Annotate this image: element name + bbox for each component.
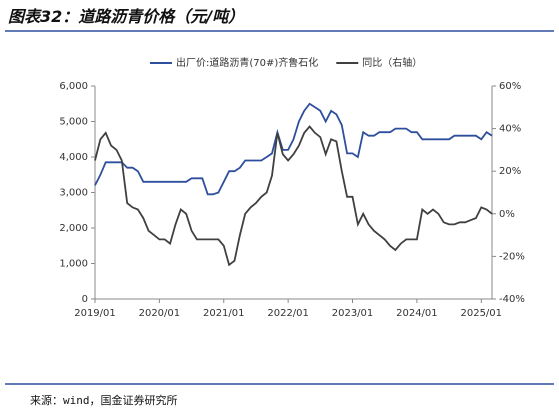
- source: 来源：wind，国金证券研究所: [30, 393, 178, 407]
- y-tick-label: 1,000: [59, 259, 88, 270]
- x-tick-label: 2021/01: [203, 308, 245, 319]
- legend-label: 出厂价:道路沥青(70#)齐鲁石化: [176, 56, 318, 69]
- x-tick-label: 2022/01: [267, 308, 309, 319]
- y-tick-label: 6,000: [59, 81, 88, 92]
- y2-tick-label: 20%: [499, 166, 521, 177]
- y-tick-label: 2,000: [59, 223, 88, 234]
- y2-tick-label: -20%: [499, 251, 525, 262]
- y-tick-label: 0: [82, 294, 88, 305]
- x-tick-label: 2020/01: [139, 308, 181, 319]
- legend-label: 同比（右轴）: [362, 56, 422, 69]
- x-tick-label: 2023/01: [332, 308, 374, 319]
- y-tick-label: 3,000: [59, 188, 88, 199]
- y2-tick-label: 0%: [499, 209, 515, 220]
- y-tick-label: 4,000: [59, 152, 88, 163]
- x-tick-label: 2024/01: [396, 308, 438, 319]
- series-line: [94, 102, 493, 196]
- series-line: [94, 125, 493, 267]
- y2-tick-label: -40%: [499, 294, 525, 305]
- x-tick-label: 2019/01: [74, 308, 116, 319]
- y2-tick-label: 60%: [499, 81, 521, 92]
- chart-title: 图表32：道路沥青价格（元/吨）: [8, 7, 244, 26]
- y2-tick-label: 40%: [499, 124, 521, 135]
- y-tick-label: 5,000: [59, 117, 88, 128]
- x-tick-label: 2025/01: [460, 308, 502, 319]
